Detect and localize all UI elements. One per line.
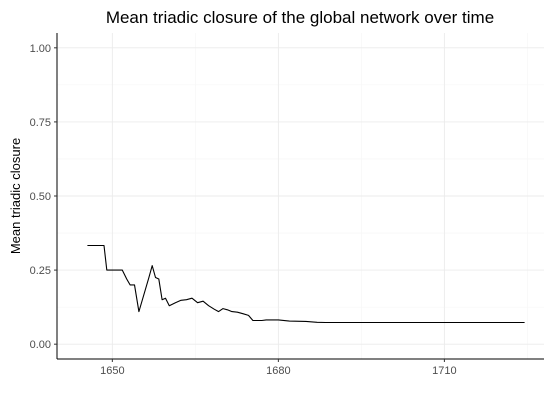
x-tick-label: 1680 [266,365,290,377]
grid [57,33,544,359]
chart-title: Mean triadic closure of the global netwo… [106,8,494,27]
y-tick-label: 0.75 [30,117,51,129]
y-tick-label: 0.00 [30,339,51,351]
y-tick-label: 1.00 [30,43,51,55]
y-ticks: 0.00 0.25 0.50 0.75 1.00 [30,43,57,351]
series-layer [87,244,525,324]
y-tick-label: 0.50 [30,191,51,203]
series-line [87,244,525,324]
x-ticks: 1650 1680 1710 [100,359,457,377]
x-tick-label: 1710 [432,365,456,377]
y-tick-label: 0.25 [30,265,51,277]
y-axis-label: Mean triadic closure [8,138,23,254]
x-tick-label: 1650 [100,365,124,377]
